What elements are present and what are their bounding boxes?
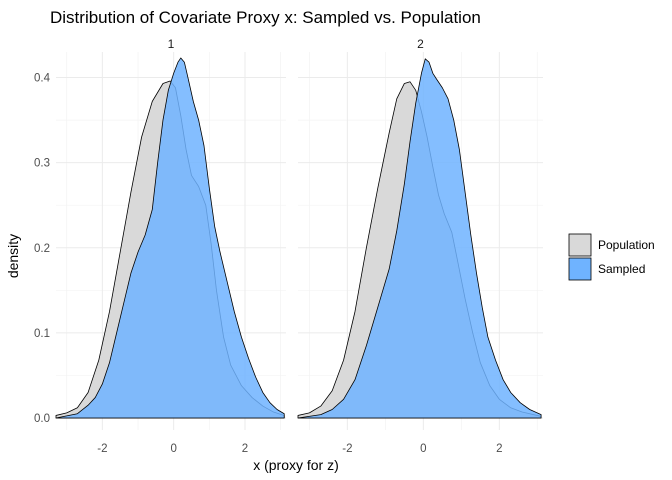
- x-tick-label: 2: [242, 443, 248, 455]
- y-tick-label: 0.1: [34, 328, 50, 340]
- legend-key-population: [568, 233, 592, 257]
- x-tick-label: -2: [97, 443, 107, 455]
- legend-key-sampled: [568, 257, 592, 281]
- x-axis-label: x (proxy for z): [253, 457, 339, 473]
- legend-label-population: Population: [598, 238, 655, 252]
- density-area-sampled: [55, 57, 285, 419]
- facet-panel-2: 2 -2 0 2: [297, 37, 543, 455]
- x-tick-label: 0: [170, 443, 176, 455]
- legend: Population Sampled: [568, 233, 655, 281]
- y-tick-label: 0.3: [34, 158, 50, 170]
- legend-label-sampled: Sampled: [598, 262, 645, 276]
- y-tick-label: 0.4: [34, 73, 51, 85]
- facet-panels: 1 -2 0 2 2 -2 0 2: [55, 37, 543, 455]
- y-tick-label: 0.2: [34, 243, 50, 255]
- y-axis-label: density: [5, 234, 21, 278]
- y-tick-label: 0.0: [34, 413, 50, 425]
- y-axis-ticks: 0.0 0.1 0.2 0.3 0.4: [34, 73, 51, 425]
- x-tick-label: 0: [420, 443, 426, 455]
- x-tick-label: 2: [496, 443, 502, 455]
- facet-strip-label: 2: [417, 37, 424, 51]
- facet-strip-label: 1: [168, 37, 175, 51]
- x-tick-label: -2: [342, 443, 352, 455]
- facet-panel-1: 1 -2 0 2: [55, 37, 286, 455]
- chart-title: Distribution of Covariate Proxy x: Sampl…: [50, 8, 481, 27]
- density-area-sampled: [297, 58, 542, 419]
